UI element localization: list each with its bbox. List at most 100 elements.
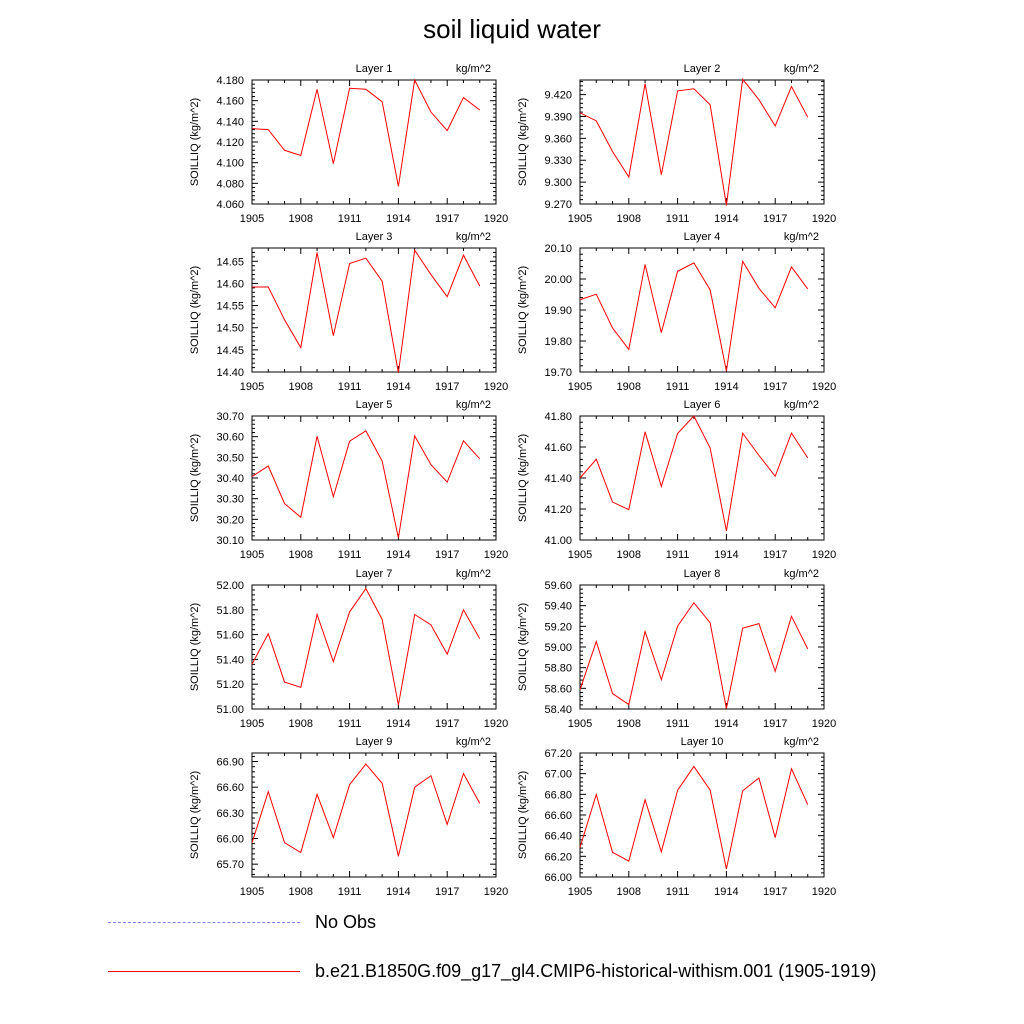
x-tick-label: 1920 [812, 886, 836, 898]
x-tick-label: 1917 [435, 213, 459, 225]
legend-label-no-obs: No Obs [315, 912, 377, 932]
x-tick-label: 1905 [240, 549, 264, 561]
chart-title: soil liquid water [423, 14, 601, 44]
y-axis-label: SOILLIQ (kg/m^2) [189, 266, 201, 354]
panel-label: Layer 6 [684, 399, 721, 411]
y-tick-label: 51.40 [216, 654, 244, 666]
panel-units: kg/m^2 [784, 231, 819, 243]
plot-frame [251, 415, 497, 541]
panel-label: Layer 7 [356, 568, 393, 580]
y-tick-label: 59.60 [544, 580, 572, 592]
chart-grid: 1905 1908 1911 1914 1917 1920 4.060 4.080 4.100 4… [189, 63, 836, 898]
x-tick-label: 1914 [714, 886, 738, 898]
plot-frame [579, 247, 825, 373]
x-tick-label: 1911 [666, 886, 690, 898]
y-axis-label: SOILLIQ (kg/m^2) [189, 771, 201, 859]
series-line [579, 765, 809, 870]
panel-units: kg/m^2 [456, 231, 491, 243]
y-tick-label: 41.60 [544, 442, 572, 454]
series-line [579, 259, 809, 372]
y-tick-label: 20.10 [544, 243, 572, 255]
x-tick-label: 1911 [338, 381, 362, 393]
x-tick-label: 1911 [666, 549, 690, 561]
y-tick-label: 4.060 [216, 199, 244, 211]
y-tick-label: 14.45 [216, 345, 244, 357]
x-tick-label: 1917 [763, 381, 787, 393]
x-tick-label: 1920 [812, 549, 836, 561]
x-tick-label: 1911 [666, 213, 690, 225]
panel-label: Layer 3 [356, 231, 393, 243]
plot-frame [579, 79, 825, 205]
series-line [579, 601, 809, 709]
x-tick-label: 1905 [240, 886, 264, 898]
y-tick-label: 14.55 [216, 301, 244, 313]
x-tick-label: 1908 [289, 549, 313, 561]
x-tick-label: 1914 [714, 549, 738, 561]
x-tick-label: 1905 [568, 718, 592, 730]
y-tick-label: 66.20 [544, 851, 572, 863]
y-tick-label: 52.00 [216, 580, 244, 592]
x-tick-label: 1920 [484, 549, 508, 561]
plot-frame [251, 584, 497, 710]
plot-frame [579, 752, 825, 878]
y-tick-label: 4.080 [216, 178, 244, 190]
y-tick-label: 30.30 [216, 494, 244, 506]
plot-frame [579, 415, 825, 541]
y-tick-label: 67.20 [544, 748, 572, 760]
series-line [251, 587, 481, 706]
x-tick-label: 1905 [568, 549, 592, 561]
x-tick-label: 1911 [338, 718, 362, 730]
y-tick-label: 9.360 [544, 133, 572, 145]
y-tick-label: 51.20 [216, 679, 244, 691]
y-tick-label: 65.70 [216, 859, 244, 871]
x-tick-label: 1920 [812, 213, 836, 225]
x-tick-label: 1914 [386, 213, 410, 225]
x-tick-label: 1908 [289, 381, 313, 393]
x-tick-label: 1908 [289, 718, 313, 730]
y-tick-label: 66.30 [216, 808, 244, 820]
y-tick-label: 14.60 [216, 278, 244, 290]
y-tick-label: 14.50 [216, 323, 244, 335]
y-axis-label: SOILLIQ (kg/m^2) [189, 434, 201, 522]
legend-swatch-solid [108, 970, 300, 972]
x-tick-label: 1917 [435, 718, 459, 730]
y-tick-label: 41.80 [544, 411, 572, 423]
panel-units: kg/m^2 [784, 736, 819, 748]
x-tick-label: 1920 [484, 213, 508, 225]
panel-10: 1905 1908 1911 1914 1917 1920 66.00 66.20 66.40 6… [517, 736, 836, 898]
y-tick-label: 4.120 [216, 137, 244, 149]
plot-frame [579, 584, 825, 710]
y-tick-label: 14.65 [216, 256, 244, 268]
x-tick-label: 1914 [714, 718, 738, 730]
y-axis-label: SOILLIQ (kg/m^2) [517, 771, 529, 859]
panel-1: 1905 1908 1911 1914 1917 1920 4.060 4.080 4.100 4… [189, 63, 508, 225]
panel-label: Layer 5 [356, 399, 393, 411]
x-tick-label: 1920 [484, 886, 508, 898]
y-tick-label: 4.140 [216, 116, 244, 128]
x-tick-label: 1908 [289, 886, 313, 898]
x-tick-label: 1908 [617, 381, 641, 393]
x-tick-label: 1920 [812, 381, 836, 393]
y-tick-label: 59.20 [544, 621, 572, 633]
y-tick-label: 19.90 [544, 305, 572, 317]
y-tick-label: 9.270 [544, 199, 572, 211]
y-tick-label: 4.160 [216, 96, 244, 108]
x-tick-label: 1908 [617, 213, 641, 225]
legend-swatch-dashed [108, 921, 300, 923]
x-tick-label: 1917 [763, 886, 787, 898]
y-axis-label: SOILLIQ (kg/m^2) [517, 266, 529, 354]
x-tick-label: 1905 [240, 381, 264, 393]
x-tick-label: 1905 [240, 718, 264, 730]
y-tick-label: 30.70 [216, 411, 244, 423]
y-tick-label: 14.40 [216, 367, 244, 379]
y-tick-label: 30.50 [216, 452, 244, 464]
x-tick-label: 1917 [763, 213, 787, 225]
x-tick-label: 1911 [666, 718, 690, 730]
y-tick-label: 9.390 [544, 111, 572, 123]
panel-label: Layer 10 [681, 736, 724, 748]
y-tick-label: 58.40 [544, 704, 572, 716]
panel-3: 1905 1908 1911 1914 1917 1920 14.40 14.45 14.50 1… [189, 231, 508, 393]
x-tick-label: 1905 [568, 213, 592, 225]
y-axis-label: SOILLIQ (kg/m^2) [189, 603, 201, 691]
series-line [251, 430, 481, 539]
